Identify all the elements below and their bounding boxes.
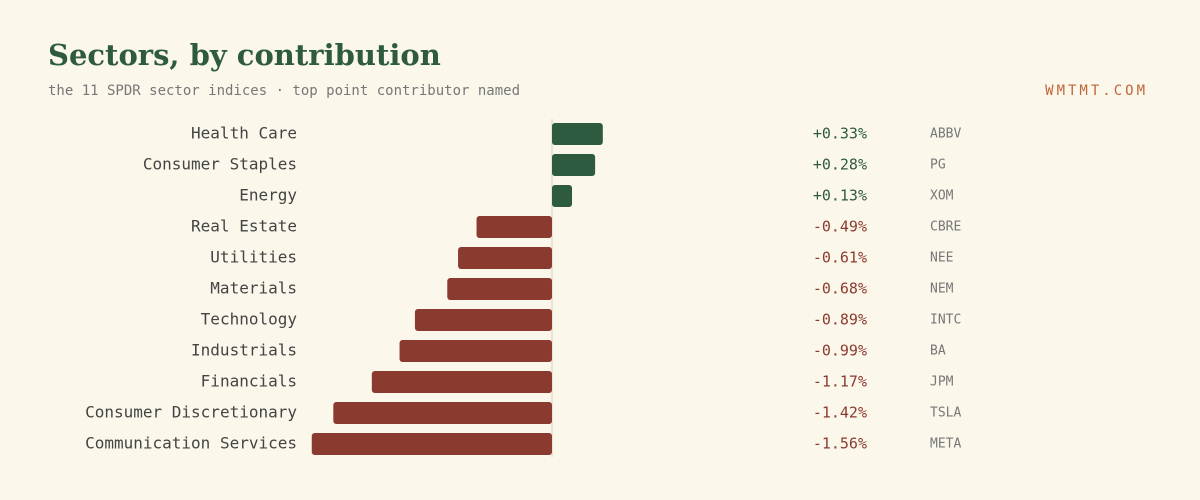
value-label: +0.33%: [813, 125, 867, 143]
category-label: Technology: [201, 310, 298, 329]
contributor-label: XOM: [930, 189, 954, 204]
contributor-label: CBRE: [930, 220, 961, 235]
value-label: -1.17%: [813, 373, 867, 391]
contributor-label: JPM: [930, 375, 954, 390]
bar: [447, 278, 552, 300]
chart-subtitle: the 11 SPDR sector indices · top point c…: [48, 83, 520, 99]
bar: [476, 216, 552, 238]
category-label: Consumer Staples: [143, 155, 297, 174]
value-label: -0.61%: [813, 249, 867, 267]
value-label: +0.13%: [813, 187, 867, 205]
contributor-label: PG: [930, 158, 946, 173]
category-label: Energy: [239, 186, 297, 205]
contributor-label: ABBV: [930, 127, 961, 142]
contributor-label: META: [930, 437, 961, 452]
category-label: Communication Services: [85, 434, 297, 453]
category-label: Consumer Discretionary: [85, 403, 297, 422]
contributor-label: NEM: [930, 282, 954, 297]
contributor-label: TSLA: [930, 406, 961, 421]
bar: [552, 185, 573, 207]
bar: [458, 247, 552, 269]
bar: [414, 309, 552, 331]
value-label: +0.28%: [813, 156, 867, 174]
value-label: -1.56%: [813, 435, 867, 453]
bar: [333, 402, 552, 424]
value-label: -0.49%: [813, 218, 867, 236]
category-label: Health Care: [191, 124, 297, 143]
bar: [311, 433, 552, 455]
value-label: -0.89%: [813, 311, 867, 329]
value-label: -1.42%: [813, 404, 867, 422]
category-label: Financials: [201, 372, 297, 391]
contributor-label: BA: [930, 344, 946, 359]
category-label: Industrials: [191, 341, 297, 360]
category-label: Real Estate: [191, 217, 297, 236]
bar: [371, 371, 552, 393]
value-label: -0.99%: [813, 342, 867, 360]
bar: [552, 154, 596, 176]
bar: [399, 340, 552, 362]
contributor-label: NEE: [930, 251, 953, 266]
chart-title: Sectors, by contribution: [48, 38, 441, 72]
category-label: Materials: [210, 279, 297, 298]
contributor-label: INTC: [930, 313, 961, 328]
source-label: WMTMT.COM: [1045, 83, 1148, 99]
bar: [552, 123, 603, 145]
value-label: -0.68%: [813, 280, 867, 298]
category-label: Utilities: [210, 248, 297, 267]
